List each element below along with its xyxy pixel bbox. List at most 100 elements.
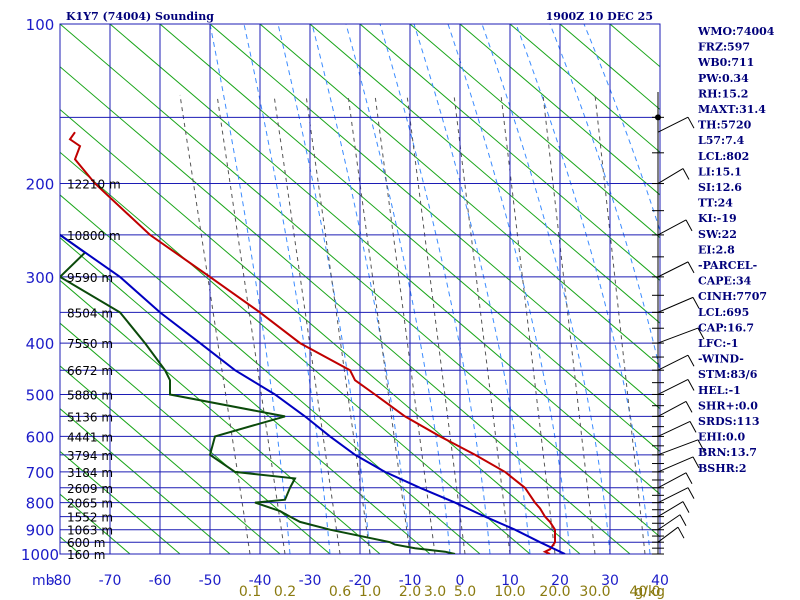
wind-barb (657, 296, 694, 313)
plot-frame (59, 23, 661, 555)
index-value: BRN:13.7 (698, 446, 757, 459)
moist-adiabat (515, 24, 651, 554)
wind-barb (657, 456, 694, 473)
pressure-tick-label: 800 (26, 495, 55, 513)
height-label: 12210 m (67, 178, 121, 192)
wind-barb-top-marker (655, 114, 661, 121)
wind-barb (657, 219, 687, 236)
wind-barb (657, 116, 689, 133)
index-value: EHI:0.0 (698, 431, 745, 444)
height-label: 9590 m (67, 271, 113, 285)
moist-adiabat (549, 24, 660, 373)
moist-adiabat (277, 24, 371, 554)
wind-barb-flag (685, 219, 693, 232)
wind-barb-flag (687, 354, 695, 367)
station-title: K1Y7 (74004) Sounding (66, 10, 214, 23)
mixing-ratio-label: 0.2 (274, 584, 296, 600)
index-value: SRDS:113 (698, 415, 760, 428)
moist-adiabat (243, 24, 331, 554)
moist-adiabat (413, 24, 531, 554)
index-value: CAP:16.7 (698, 321, 754, 334)
pressure-tick-label: 100 (26, 16, 55, 34)
index-value: LCL:695 (698, 306, 749, 319)
wind-barb (657, 379, 689, 395)
wind-barb-flag (689, 421, 697, 433)
index-value: TH:5720 (698, 119, 752, 132)
temperature-tick-label: -20 (349, 573, 372, 589)
dry-adiabat (60, 237, 431, 554)
pressure-unit-label: mb (32, 573, 55, 589)
wind-barb-flag (687, 487, 695, 499)
height-label: 2065 m (67, 497, 113, 511)
mixing-ratio-line (594, 94, 646, 554)
sounding-traces (60, 131, 566, 554)
wind-barb-flag (687, 116, 695, 129)
wind-barb (657, 420, 691, 437)
wind-barb (657, 354, 689, 371)
index-value: CINH:7707 (698, 290, 767, 303)
mixing-ratio-label: 5.0 (454, 584, 476, 600)
axis-labels: -80 -70 -60 -50 -40 -30 -20 -10 0 10 20 30 40 100 200 3… (21, 16, 669, 600)
index-value: LI:15.1 (698, 165, 742, 178)
height-label: 5136 m (67, 410, 113, 424)
mixing-ratio-line (374, 94, 436, 554)
temperature-tick-label: -50 (199, 573, 222, 589)
wind-barb (657, 327, 699, 344)
wind-barb (657, 487, 689, 504)
wind-barb (657, 400, 687, 417)
mixing-ratio-label: 2.0 (399, 584, 421, 600)
dry-adiabat (60, 450, 181, 554)
dry-adiabat (60, 108, 581, 554)
index-value: WMO:74004 (697, 25, 775, 38)
wind-barb-flag (679, 514, 687, 526)
index-value: SW:22 (698, 228, 737, 241)
wind-barb-flag (685, 401, 693, 413)
height-label: 8504 m (67, 306, 113, 320)
wind-barb-flag (687, 261, 695, 274)
dry-adiabat (509, 24, 660, 153)
pressure-tick-label: 300 (26, 269, 55, 287)
temperature-tick-label: 30 (601, 573, 619, 589)
wind-barb (657, 514, 681, 531)
mixing-ratio-line (347, 94, 411, 554)
mixing-ratio-label: 10.0 (494, 584, 525, 600)
pressure-tick-label: 900 (26, 522, 55, 540)
dry-adiabat (309, 24, 660, 324)
height-label: 4441 m (67, 430, 113, 444)
wind-barb-flag (697, 439, 705, 452)
height-label: 3794 m (67, 449, 113, 463)
pressure-tick-label: 600 (26, 428, 55, 446)
index-value: MAXT:31.4 (698, 103, 766, 116)
dry-adiabat (60, 66, 631, 554)
mixing-ratio-label: 40.0 (629, 584, 660, 600)
dry-adiabat (409, 24, 660, 239)
wind-barb (657, 168, 684, 184)
height-label: 1063 m (67, 524, 113, 538)
mixing-ratio-line (542, 94, 596, 554)
dry-adiabat (259, 24, 660, 367)
wind-barb (657, 501, 684, 518)
temperature-tick-label: -70 (99, 573, 122, 589)
index-value: PW:0.34 (698, 72, 749, 85)
dry-adiabat (60, 151, 531, 554)
temperature-tick-label: -60 (149, 573, 172, 589)
pressure-tick-label: 700 (26, 464, 55, 482)
pressure-tick-label: 500 (26, 386, 55, 404)
index-value: -WIND- (698, 353, 744, 366)
temperature-line (68, 131, 556, 554)
index-value: WB0:711 (697, 56, 754, 69)
mixing-ratio-line (305, 94, 371, 554)
temperature-tick-label: 40 (651, 573, 669, 589)
height-label: 7550 m (67, 337, 113, 351)
temperature-tick-label: 10 (501, 573, 519, 589)
index-value: HEL:-1 (698, 384, 741, 397)
dry-adiabat (359, 24, 660, 282)
wind-barb-flag (677, 526, 685, 539)
sounding-time: 1900Z 10 DEC 25 (546, 10, 653, 23)
mixing-ratio-line (216, 94, 286, 554)
index-value: RH:15.2 (698, 87, 748, 100)
index-value: EI:2.8 (698, 243, 735, 256)
grid (59, 23, 661, 555)
mixing-ratio-label: 0.1 (239, 584, 261, 600)
